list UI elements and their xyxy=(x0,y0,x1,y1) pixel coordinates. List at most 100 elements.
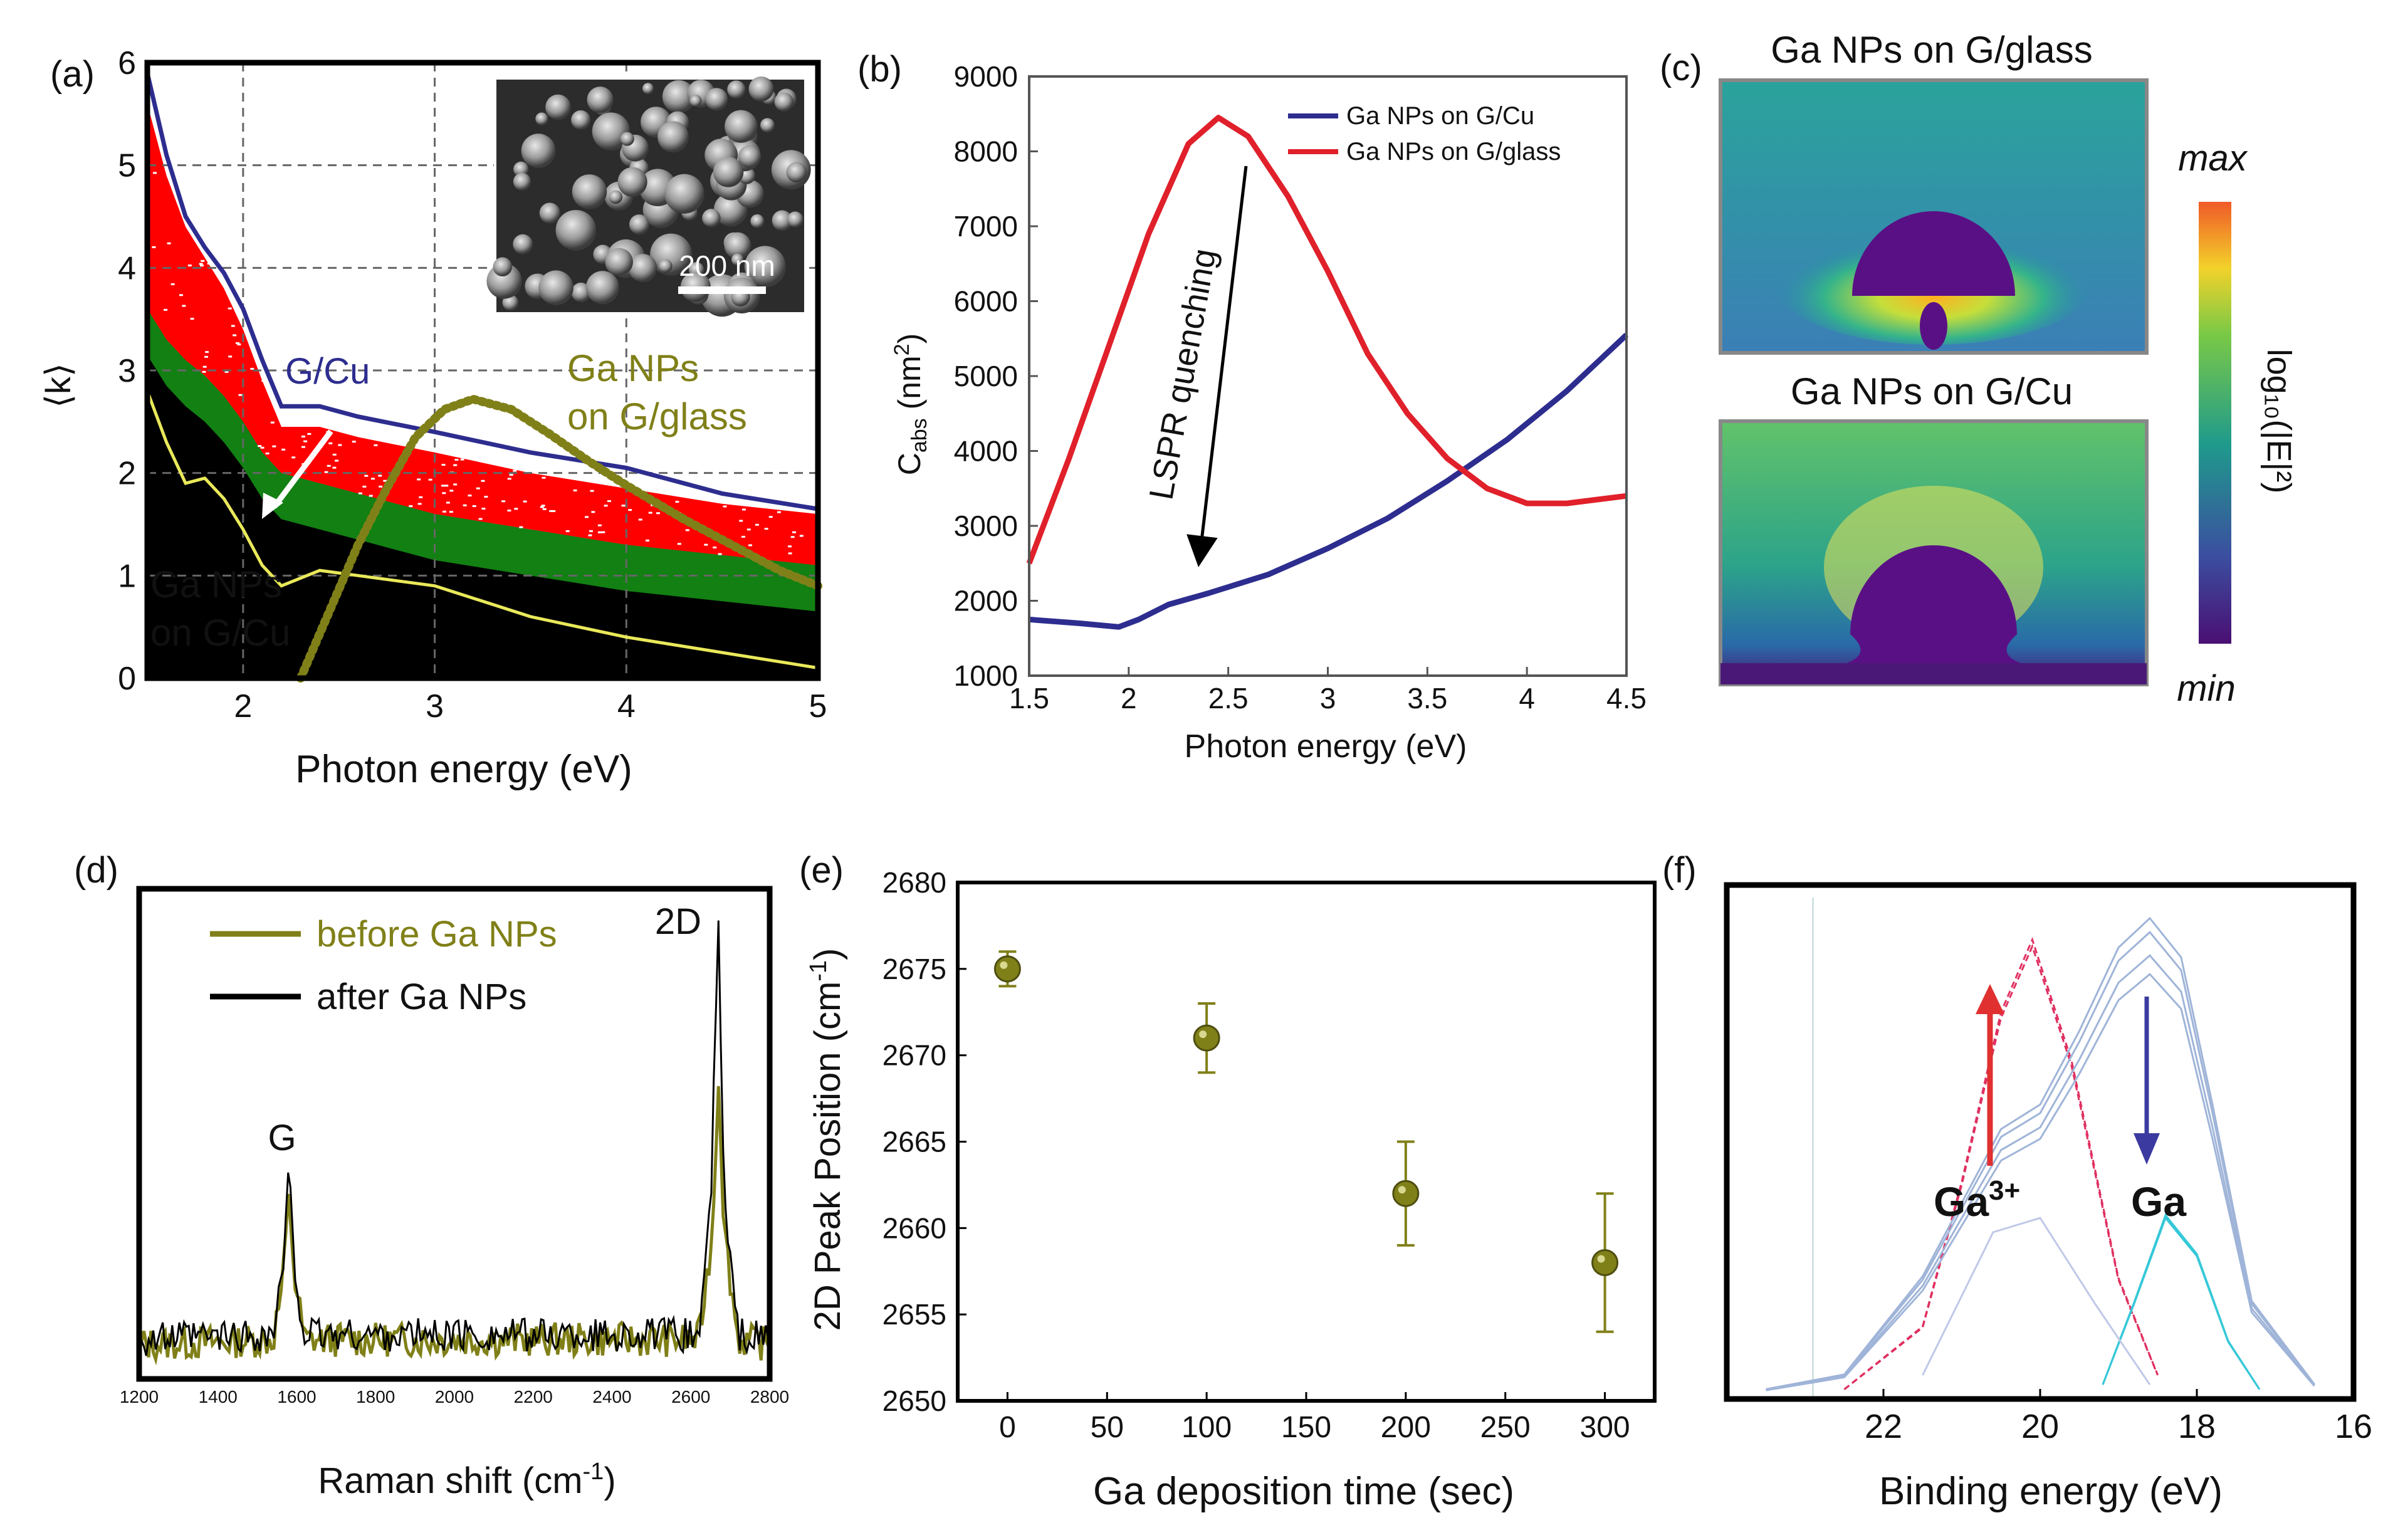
noise-speck xyxy=(265,453,270,455)
sem-particle xyxy=(571,110,591,130)
noise-speck xyxy=(604,505,608,507)
noise-speck xyxy=(409,505,413,508)
y-tick-label: 6000 xyxy=(954,285,1018,318)
noise-speck xyxy=(799,535,804,537)
noise-speck xyxy=(591,511,595,513)
x-tick-label: 50 xyxy=(1091,1411,1124,1444)
sem-particle xyxy=(617,167,647,197)
noise-speck xyxy=(597,524,602,526)
map-title-bottom: Ga NPs on G/Cu xyxy=(1791,370,2073,412)
panel-e-plot: 0 50 100 150 200 250 300 2650 2655 2660 2665 2670 26… xyxy=(882,866,1657,1444)
noise-speck xyxy=(513,469,517,472)
sem-particle xyxy=(731,253,744,266)
y-tick-label: 3 xyxy=(118,353,136,389)
colorbar xyxy=(2199,202,2231,644)
noise-speck xyxy=(739,520,743,522)
series-gcu-line xyxy=(1029,333,1629,630)
data-point xyxy=(993,955,1021,983)
noise-speck xyxy=(509,474,513,476)
noise-speck xyxy=(746,528,751,531)
noise-speck xyxy=(646,539,650,542)
sem-particle xyxy=(629,254,657,283)
x-tick-label: 300 xyxy=(1580,1411,1630,1444)
x-tick-label: 3.5 xyxy=(1407,682,1447,715)
noise-speck xyxy=(478,518,483,520)
noise-speck xyxy=(441,464,446,466)
noise-speck xyxy=(552,510,556,512)
sem-particle xyxy=(744,246,786,288)
y-tick-label: 7000 xyxy=(954,210,1018,243)
series-ganps-glass-line xyxy=(296,394,822,683)
noise-speck xyxy=(542,508,547,510)
noise-speck xyxy=(481,508,486,510)
label-ganps-glass-2: on G/glass xyxy=(567,395,747,437)
noise-speck xyxy=(460,458,464,461)
noise-speck xyxy=(201,259,205,262)
sem-particle xyxy=(585,271,619,305)
noise-speck xyxy=(332,466,337,469)
sem-particle xyxy=(539,202,560,224)
series-envelope xyxy=(1766,973,2315,1391)
x-tick-label: 1800 xyxy=(356,1387,395,1406)
lspr-arrow xyxy=(1186,165,1248,567)
noise-speck xyxy=(677,543,681,545)
noise-speck xyxy=(541,505,545,507)
x-tick-label: 250 xyxy=(1480,1411,1531,1444)
x-tick-label: 2400 xyxy=(592,1387,631,1406)
y-tick-label: 8000 xyxy=(954,135,1018,168)
noise-speck xyxy=(590,490,594,492)
scale-bar-label: 200 nm xyxy=(679,249,775,282)
sem-particle xyxy=(662,80,696,113)
noise-speck xyxy=(261,380,266,382)
noise-speck xyxy=(601,531,605,533)
panel-e: (e) 0 50 100 150 200 250 300 2650 2655 2660 2665 26… xyxy=(799,850,1657,1513)
noise-speck xyxy=(685,529,689,532)
sem-particle xyxy=(629,214,649,235)
sem-particle xyxy=(760,118,775,133)
noise-speck xyxy=(476,487,480,490)
panel-e-frame xyxy=(956,881,1657,1403)
sem-particle xyxy=(702,209,721,228)
band-green xyxy=(147,308,818,612)
x-tick-label: 16 xyxy=(2335,1408,2372,1445)
noise-speck xyxy=(638,518,642,521)
noise-speck xyxy=(588,534,592,537)
noise-speck xyxy=(607,500,611,502)
noise-speck xyxy=(272,445,276,448)
x-tick-label: 200 xyxy=(1381,1411,1431,1444)
noise-speck xyxy=(236,342,240,344)
sem-particle xyxy=(609,190,623,204)
noise-speck xyxy=(303,440,308,443)
data-point-highlight xyxy=(1398,1186,1406,1194)
sem-particle xyxy=(664,174,704,214)
noise-speck xyxy=(307,432,312,435)
sem-particle xyxy=(727,80,746,99)
legend-label-after: after Ga NPs xyxy=(317,977,526,1017)
data-point xyxy=(1193,1024,1220,1052)
panel-d-letter: (d) xyxy=(74,850,118,891)
panel-b-ylabel: Cabs (nm2) xyxy=(890,333,931,476)
noise-speck xyxy=(204,355,208,358)
noise-speck xyxy=(621,505,626,507)
noise-speck xyxy=(453,483,458,486)
sem-particle xyxy=(750,214,765,228)
noise-speck xyxy=(648,511,652,514)
series-before-line xyxy=(137,1086,770,1366)
sem-inset: 200 nm xyxy=(486,76,811,317)
data-point xyxy=(1392,1180,1420,1207)
noise-speck xyxy=(379,485,383,488)
panel-d-plot: 1200 1400 1600 1800 2000 2200 2400 2600 2800 xyxy=(120,886,789,1406)
sem-particle xyxy=(705,88,728,111)
panel-b: (b) 1.5 2 2.5 3 3.5 4 4.5 1000 2000 3000 4000 5000 6… xyxy=(857,49,1647,765)
y-tick-label: 2000 xyxy=(954,585,1018,617)
noise-speck xyxy=(281,448,286,451)
noise-speck xyxy=(790,536,795,538)
y-tick-label: 2665 xyxy=(882,1126,946,1158)
noise-speck xyxy=(501,500,506,503)
noise-speck xyxy=(202,365,207,368)
noise-speck xyxy=(540,506,544,508)
noise-speck xyxy=(468,495,472,497)
sem-particle xyxy=(571,282,591,303)
noise-speck xyxy=(228,355,233,358)
x-tick-label: 2.5 xyxy=(1208,682,1249,715)
